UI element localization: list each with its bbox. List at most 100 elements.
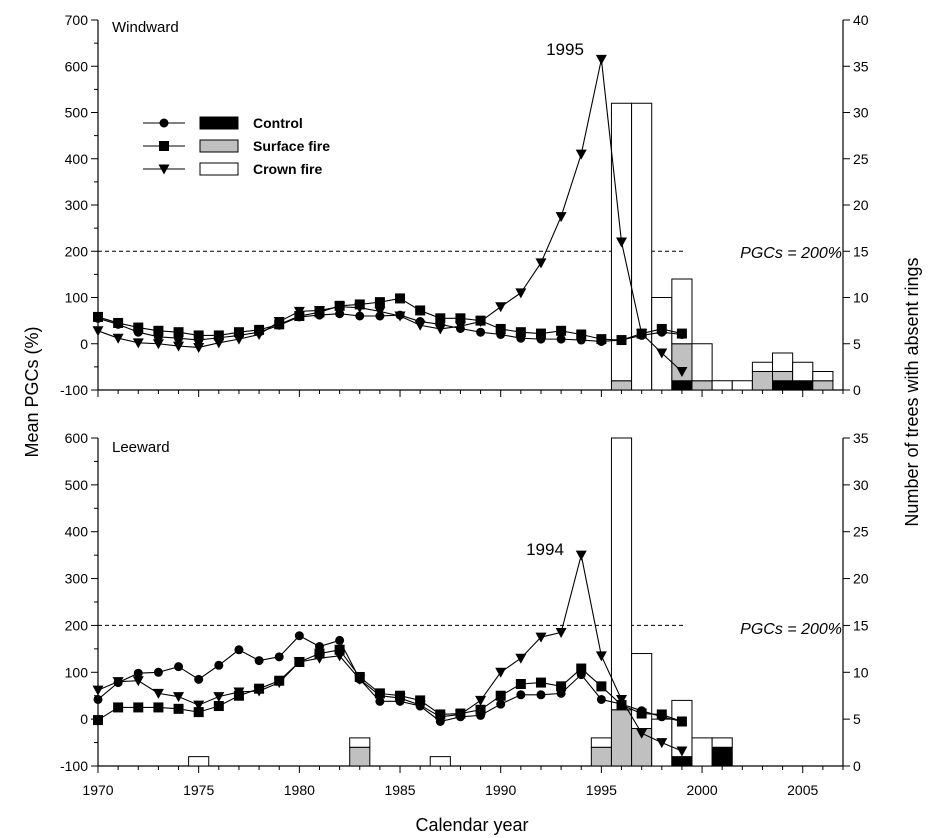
windward-point-crown-fire: [636, 329, 648, 340]
leeward-bar-crown-fire: [671, 699, 693, 758]
windward-right-tick-label: 0: [853, 382, 861, 398]
x-axis-title: Calendar year: [415, 815, 528, 835]
leeward-point-surface-fire: [314, 648, 325, 659]
windward-point-surface-fire: [133, 322, 144, 333]
windward-bar-surface-fire: [751, 371, 774, 391]
windward-point-surface-fire: [233, 327, 244, 338]
leeward-point-surface-fire: [515, 679, 526, 689]
windward-bar-control: [792, 380, 814, 391]
leeward-right-tick-label: 20: [853, 571, 869, 587]
leeward-point-control: [596, 694, 606, 704]
windward-point-surface-fire: [556, 325, 567, 336]
leeward-point-crown-fire: [334, 651, 346, 662]
windward-peak-label: 1995: [546, 40, 584, 59]
x-tick-label: 1975: [183, 782, 214, 798]
windward-point-surface-fire: [213, 330, 224, 341]
windward-point-crown-fire: [394, 311, 406, 322]
leeward-left-tick-label: 600: [65, 430, 89, 446]
windward-point-crown-fire: [253, 330, 265, 340]
windward-point-crown-fire: [213, 338, 225, 349]
windward-right-tick-label: 20: [853, 197, 869, 213]
leeward-line-crown-fire: [97, 555, 683, 752]
x-tick-label: 2005: [787, 782, 818, 798]
leeward-point-crown-fire: [636, 728, 648, 739]
left-y-axis-title: Mean PGCs (%): [22, 326, 42, 457]
leeward-point-surface-fire: [636, 708, 647, 719]
leeward-left-tick-label: 0: [80, 711, 88, 727]
leeward-point-crown-fire: [273, 678, 285, 689]
windward-point-control: [355, 311, 365, 321]
leeward-left-tick-label: 500: [65, 477, 89, 493]
windward-panel-title: Windward: [112, 19, 179, 36]
windward-bar-crown-fire: [651, 297, 673, 391]
leeward-point-control: [516, 690, 526, 700]
leeward-point-control: [133, 668, 143, 678]
leeward-point-surface-fire: [596, 681, 607, 692]
leeward-point-surface-fire: [93, 715, 103, 726]
windward-point-surface-fire: [576, 329, 587, 340]
leeward-point-control: [335, 635, 345, 645]
windward-bar-crown-fire: [731, 380, 753, 391]
windward-point-control: [335, 309, 345, 319]
windward-bar-control: [671, 380, 693, 391]
x-tick-label: 1995: [586, 782, 617, 798]
leeward-left-tick-label: -100: [60, 758, 88, 774]
leeward-bar-crown-fire: [631, 653, 653, 730]
leeward-point-control: [234, 645, 244, 655]
windward-point-crown-fire: [173, 341, 185, 352]
leeward-point-control: [254, 656, 264, 666]
leeward-point-crown-fire: [515, 653, 527, 664]
x-tick-label: 1990: [485, 782, 516, 798]
leeward-point-control: [194, 674, 204, 684]
leeward-point-crown-fire: [454, 709, 466, 720]
legend-marker: [158, 164, 170, 175]
windward-left-tick-label: 400: [65, 151, 89, 167]
windward-left-tick-label: 300: [65, 197, 89, 213]
windward-point-crown-fire: [273, 317, 285, 328]
windward-left-tick-label: 500: [65, 105, 89, 121]
leeward-point-crown-fire: [475, 695, 487, 706]
windward-point-crown-fire: [293, 306, 305, 317]
leeward-point-crown-fire: [152, 688, 164, 699]
leeward-line-control: [97, 635, 683, 723]
windward-point-surface-fire: [455, 313, 466, 324]
leeward-point-crown-fire: [555, 627, 567, 638]
leeward-point-surface-fire: [495, 690, 506, 701]
windward-bar-surface-fire: [610, 380, 633, 391]
windward-bar-surface-fire: [691, 380, 713, 391]
leeward-left-tick-label: 100: [65, 664, 89, 680]
leeward-point-surface-fire: [113, 702, 124, 713]
windward-point-surface-fire: [395, 293, 406, 304]
windward-point-surface-fire: [415, 305, 426, 316]
windward-bar-crown-fire: [631, 102, 653, 391]
legend-label: Surface fire: [253, 138, 330, 154]
windward-point-crown-fire: [656, 348, 668, 359]
windward-point-crown-fire: [354, 303, 366, 314]
leeward-point-crown-fire: [313, 653, 325, 664]
legend-swatch: [199, 162, 239, 176]
windward-bar-crown-fire: [671, 278, 693, 345]
windward-right-tick-label: 35: [853, 58, 869, 74]
windward-point-crown-fire: [454, 321, 466, 332]
leeward-point-crown-fire: [394, 693, 406, 704]
leeward-left-tick-label: 400: [65, 524, 89, 540]
leeward-point-crown-fire: [595, 651, 607, 662]
leeward-bar-crown-fire: [691, 737, 713, 767]
leeward-point-surface-fire: [193, 707, 204, 718]
leeward-point-crown-fire: [173, 692, 185, 703]
leeward-point-control: [274, 652, 284, 662]
leeward-reference-label: PGCs = 200%: [740, 621, 842, 638]
windward-bar-crown-fire: [812, 371, 834, 382]
windward-point-surface-fire: [435, 313, 446, 324]
leeward-point-crown-fire: [434, 712, 446, 723]
leeward-point-surface-fire: [475, 704, 486, 715]
windward-bar-crown-fire: [751, 361, 774, 372]
leeward-point-control: [294, 631, 304, 641]
leeward-point-crown-fire: [374, 691, 386, 702]
windward-point-crown-fire: [475, 317, 487, 328]
leeward-point-control: [536, 690, 546, 700]
leeward-point-surface-fire: [616, 700, 627, 711]
windward-point-surface-fire: [616, 335, 627, 346]
leeward-point-surface-fire: [213, 701, 224, 712]
windward-point-crown-fire: [495, 302, 507, 313]
